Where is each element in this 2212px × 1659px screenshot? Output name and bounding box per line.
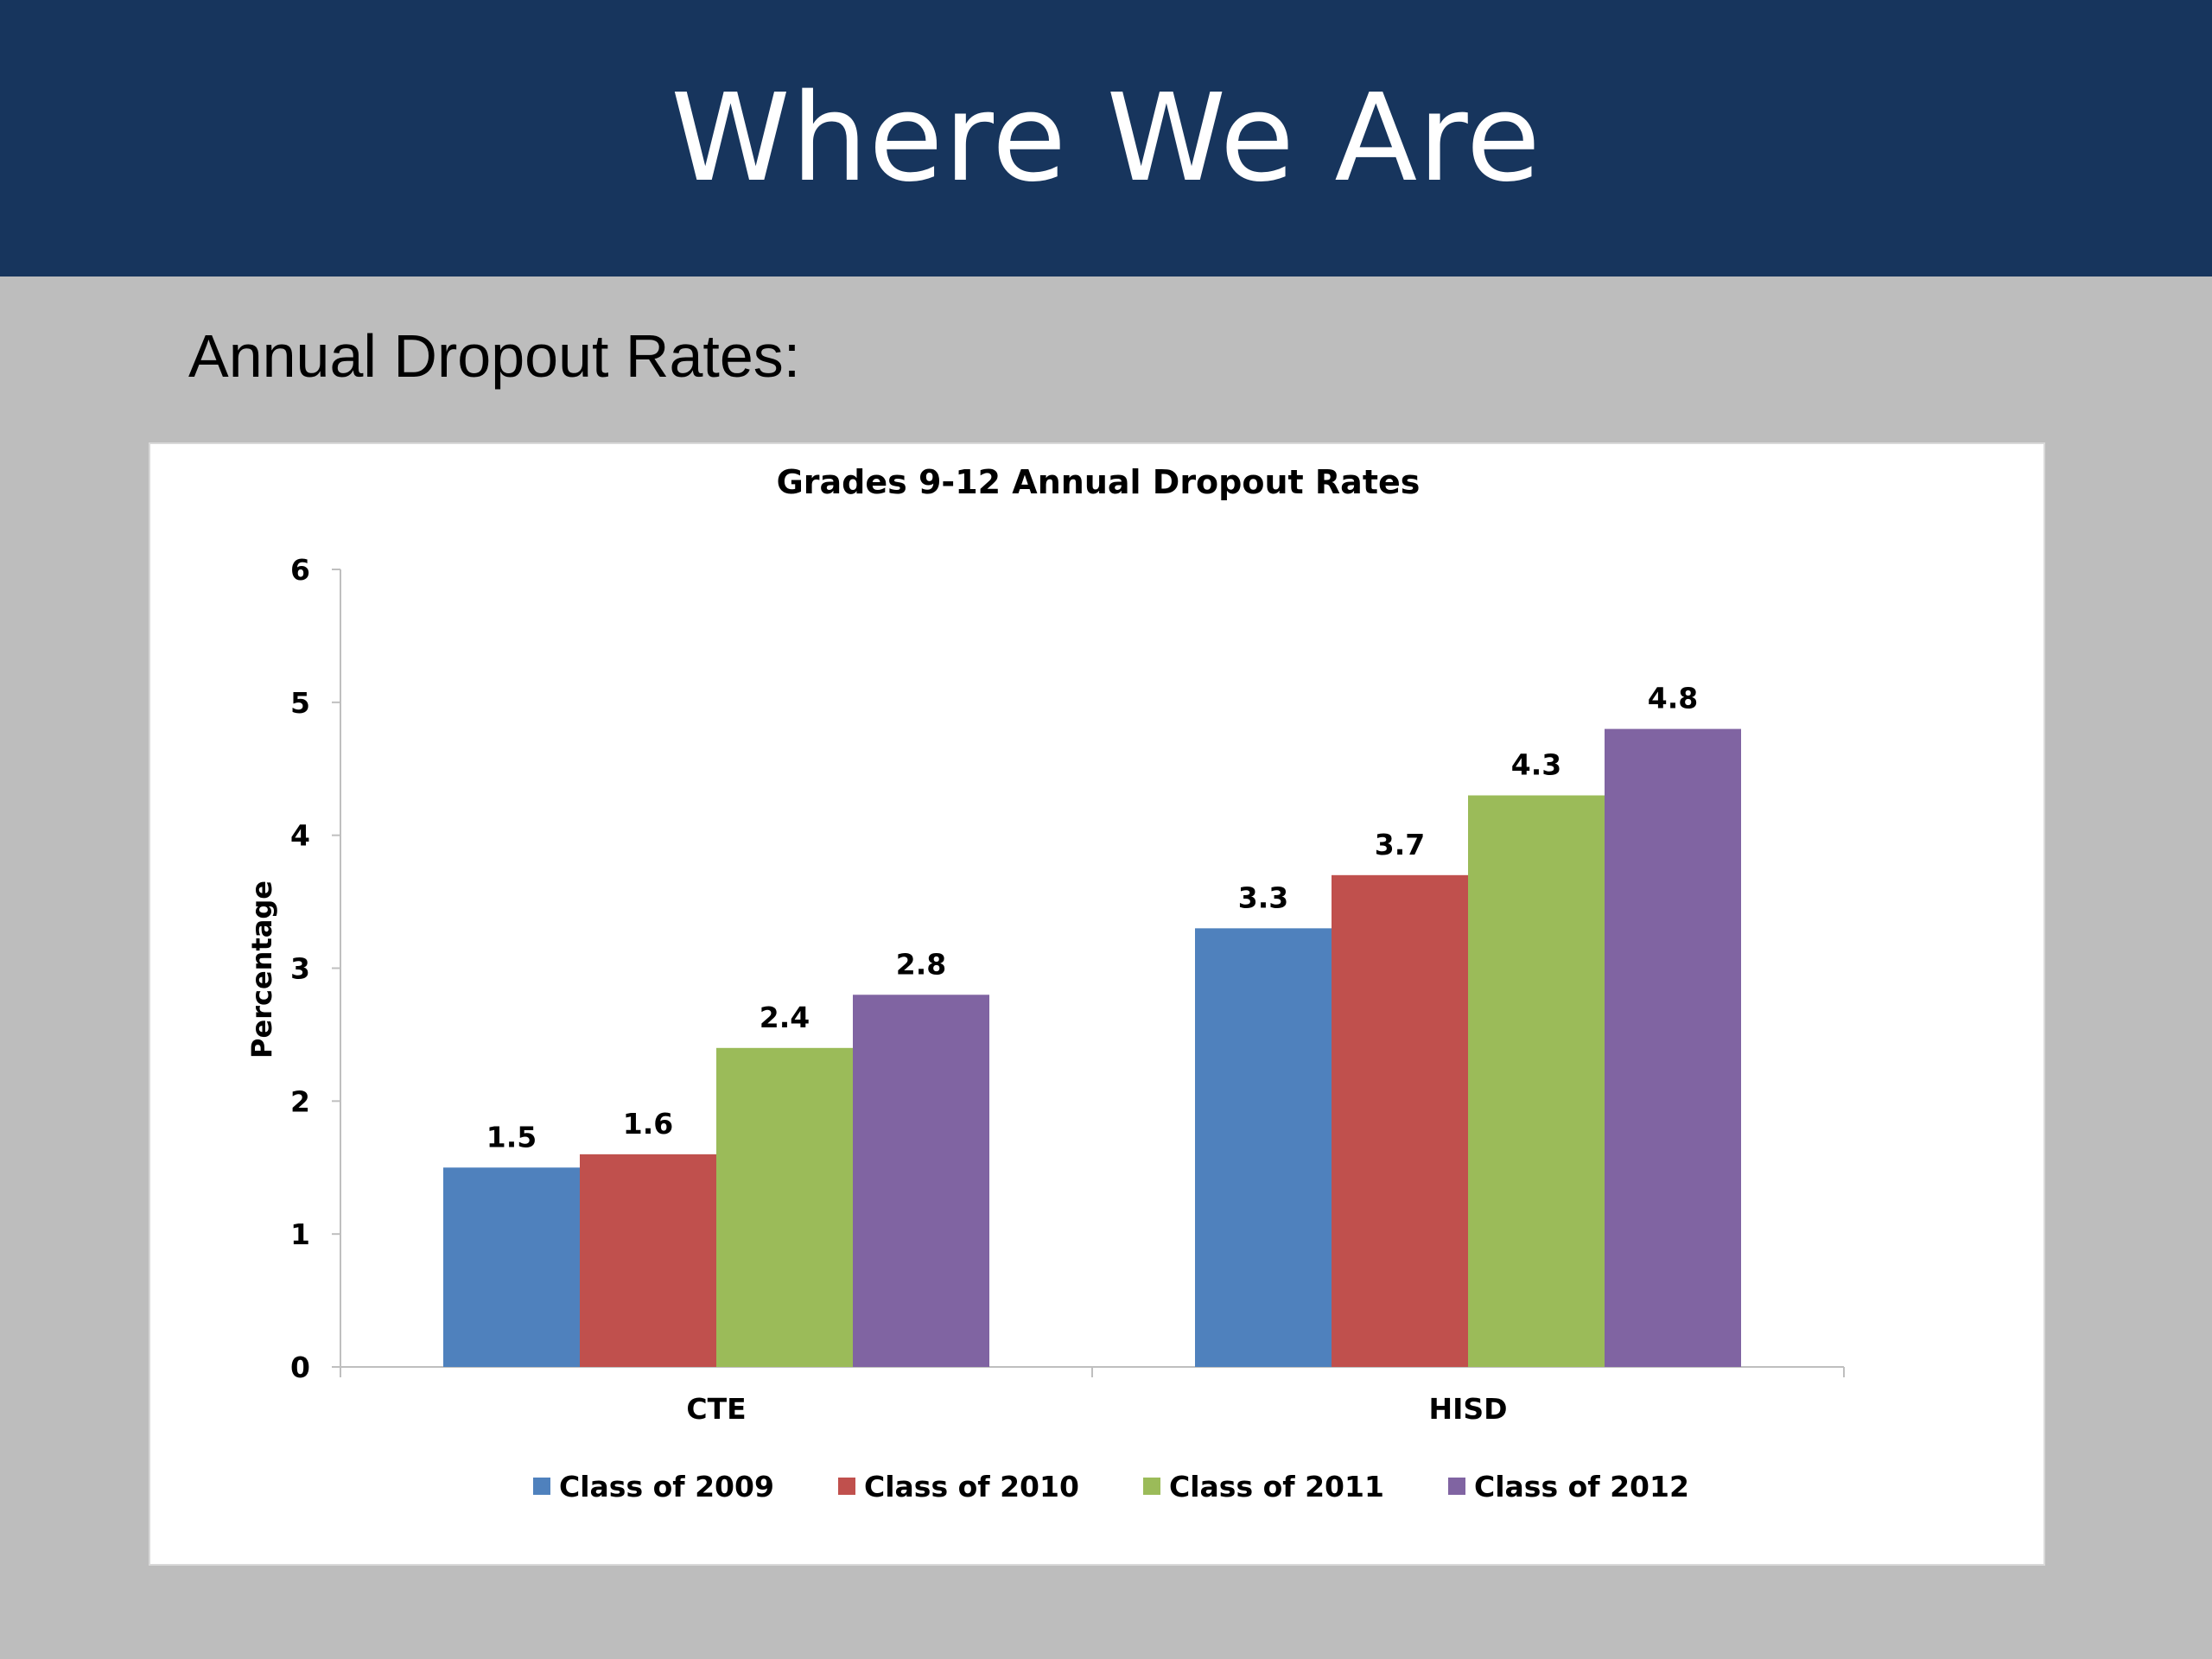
y-tick-label: 1 [290, 1217, 310, 1251]
bar-chart: Grades 9-12 Annual Dropout Rates Percent… [245, 463, 1845, 1503]
bar [1332, 874, 1468, 1367]
bar [1195, 928, 1332, 1367]
y-tick-label: 3 [290, 952, 310, 986]
legend-label: Class of 2011 [1169, 1470, 1384, 1503]
data-label: 3.7 [1375, 828, 1425, 861]
data-label: 1.5 [486, 1120, 537, 1154]
bar [716, 1047, 853, 1367]
y-tick-label: 2 [290, 1084, 310, 1118]
y-tick-label: 5 [290, 686, 310, 720]
legend-swatch [533, 1478, 550, 1495]
legend-label: Class of 2010 [864, 1470, 1079, 1503]
data-label: 2.8 [896, 947, 946, 981]
legend: Class of 2009 Class of 2010 Class of 2011 C… [533, 1470, 1689, 1503]
legend-swatch [1143, 1478, 1160, 1495]
data-label: 4.3 [1511, 748, 1561, 782]
y-axis-title: Percentage [245, 880, 278, 1058]
legend-swatch [838, 1478, 855, 1495]
plot-area: 0 1 2 3 4 5 6 1.5 1.6 2.4 2.8 CTE 3.3 3.7 4.3 4.8 HISD [290, 553, 1845, 1426]
x-category-label: CTE [686, 1392, 746, 1426]
y-tick-label: 6 [290, 553, 310, 587]
data-label: 3.3 [1238, 880, 1288, 914]
slide-subtitle: Annual Dropout Rates: [188, 322, 801, 390]
bar [1468, 795, 1605, 1367]
legend-label: Class of 2009 [559, 1470, 774, 1503]
bar [1605, 728, 1741, 1367]
data-label: 2.4 [760, 1001, 810, 1034]
title-bar: Where We Are [0, 0, 2212, 276]
y-tick-label: 4 [290, 819, 310, 853]
slide-title: Where We Are [671, 67, 1541, 209]
legend-swatch [1448, 1478, 1465, 1495]
data-label: 4.8 [1648, 682, 1698, 715]
legend-label: Class of 2012 [1474, 1470, 1689, 1503]
data-label: 1.6 [623, 1107, 673, 1141]
x-category-label: HISD [1428, 1392, 1507, 1426]
y-tick-label: 0 [290, 1351, 310, 1384]
chart-panel: Grades 9-12 Annual Dropout Rates Percent… [149, 442, 2045, 1566]
bar [853, 995, 989, 1367]
chart-title: Grades 9-12 Annual Dropout Rates [777, 463, 1421, 501]
bar [443, 1167, 580, 1367]
bar [580, 1154, 716, 1367]
